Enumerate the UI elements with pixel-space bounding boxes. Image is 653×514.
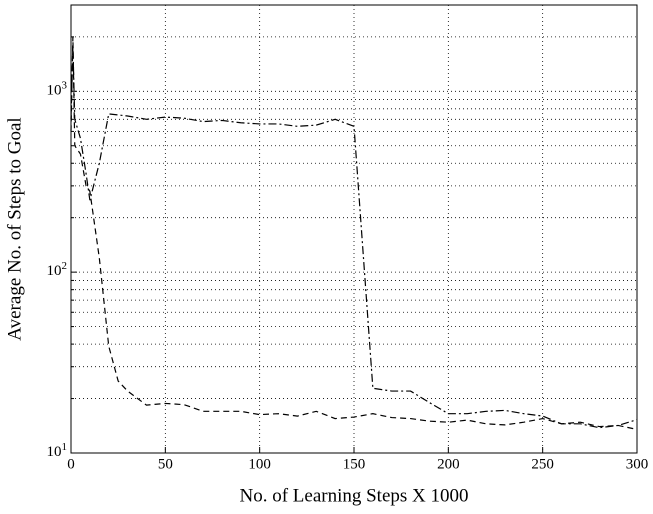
plot-frame — [70, 4, 638, 454]
x-tick-label: 50 — [158, 456, 173, 472]
x-tick-label: 200 — [437, 456, 460, 472]
x-axis-title: No. of Learning Steps X 1000 — [239, 485, 468, 506]
x-tick-label: 250 — [531, 456, 554, 472]
x-tick-label: 100 — [248, 456, 271, 472]
x-tick-label: 300 — [626, 456, 649, 472]
y-tick-label: 102 — [47, 260, 68, 280]
data-line — [70, 36, 638, 431]
data-line — [70, 45, 638, 429]
y-tick-label: 101 — [47, 441, 68, 461]
x-tick-label: 150 — [343, 456, 366, 472]
x-tick-label: 0 — [67, 456, 75, 472]
y-tick-label: 103 — [47, 79, 68, 99]
y-axis-title: Average No. of Steps to Goal — [4, 117, 25, 340]
